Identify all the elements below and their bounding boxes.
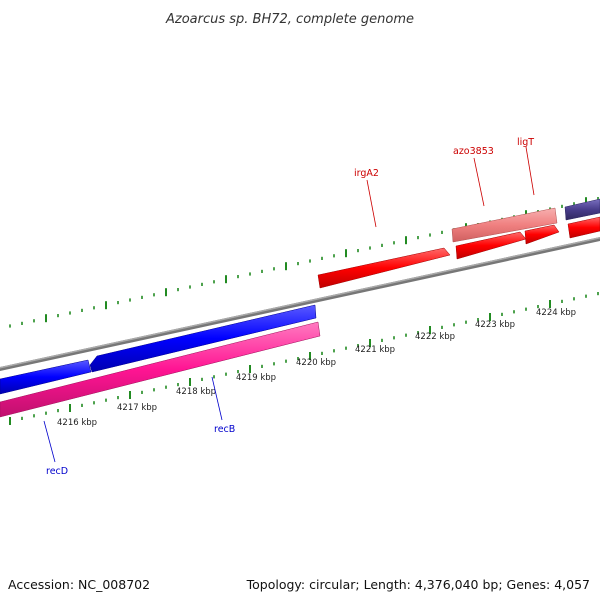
recD-leader-line xyxy=(43,420,56,463)
irgA2-leader-line xyxy=(366,179,377,228)
gene-irgA2-feature[interactable] xyxy=(317,247,451,289)
gene-azo3853-feature[interactable] xyxy=(451,207,558,243)
map-title: Azoarcus sp. BH72, complete genome xyxy=(165,12,414,27)
gene-label-recD[interactable]: recD xyxy=(46,466,68,477)
gene-forward-feature[interactable] xyxy=(524,224,560,245)
kbp-label: 4216 kbp xyxy=(57,418,97,428)
gene-recD-feature[interactable] xyxy=(0,321,321,418)
gene-label-irgA2[interactable]: irgA2 xyxy=(354,168,379,179)
kbp-label: 4218 kbp xyxy=(176,387,216,397)
genome-summary-text: Topology: circular; Length: 4,376,040 bp… xyxy=(246,577,590,592)
kbp-label: 4222 kbp xyxy=(415,332,455,342)
kbp-label: 4220 kbp xyxy=(296,358,336,368)
kbp-label: 4221 kbp xyxy=(355,345,395,355)
gene-purple-feature[interactable] xyxy=(564,198,600,221)
genome-backbone xyxy=(0,237,600,371)
kbp-label: 4217 kbp xyxy=(117,403,157,413)
inner-tick-row xyxy=(9,292,599,425)
gene-label-recB[interactable]: recB xyxy=(214,424,235,435)
kbp-label: 4224 kbp xyxy=(536,308,576,318)
gene-reverse-blue-feature[interactable] xyxy=(0,359,92,395)
azo3853-leader-line xyxy=(473,157,485,207)
gene-recB-feature[interactable] xyxy=(89,304,317,373)
ligT-leader-line xyxy=(525,146,535,196)
recB-leader-line xyxy=(211,376,223,421)
kbp-label-group: 4216 kbp 4217 kbp 4218 kbp 4219 kbp 4220… xyxy=(57,308,576,428)
kbp-label: 4223 kbp xyxy=(475,320,515,330)
kbp-label: 4219 kbp xyxy=(236,373,276,383)
gene-label-azo3853[interactable]: azo3853 xyxy=(453,146,494,157)
accession-text: Accession: NC_008702 xyxy=(8,577,151,592)
gene-label-ligT[interactable]: ligT xyxy=(517,137,534,148)
gene-forward-feature[interactable] xyxy=(567,216,600,239)
